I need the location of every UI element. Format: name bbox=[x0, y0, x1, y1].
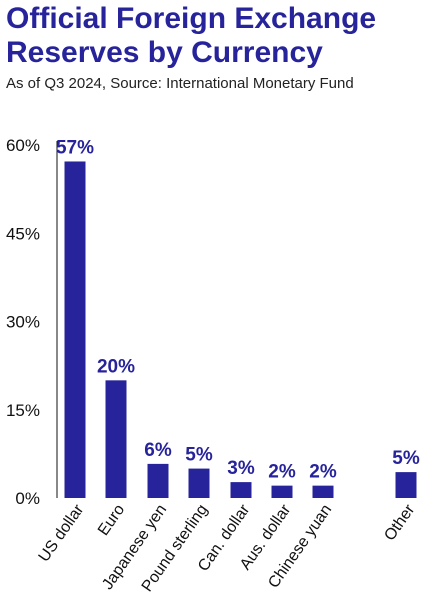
bar-other bbox=[395, 472, 417, 498]
chart-title: Official Foreign Exchange Reserves by Cu… bbox=[6, 2, 377, 69]
y-tick-label: 45% bbox=[6, 224, 40, 243]
y-tick-label: 15% bbox=[6, 401, 40, 420]
y-tick-label: 0% bbox=[15, 489, 40, 508]
category-label: US dollar bbox=[36, 501, 88, 565]
value-label: 2% bbox=[268, 462, 296, 483]
category-label: Euro bbox=[95, 501, 128, 539]
value-label: 5% bbox=[392, 448, 420, 469]
value-label: 20% bbox=[97, 356, 135, 377]
value-label: 5% bbox=[185, 445, 213, 466]
bar-us-dollar bbox=[64, 161, 86, 498]
value-label: 3% bbox=[227, 458, 255, 479]
bar-chinese-yuan bbox=[312, 485, 334, 498]
bar-pound-sterling bbox=[188, 468, 210, 498]
y-tick-label: 30% bbox=[6, 313, 40, 332]
bar-japanese-yen bbox=[147, 463, 169, 498]
value-label: 6% bbox=[144, 440, 172, 461]
y-tick-label: 60% bbox=[6, 136, 40, 155]
bar-euro bbox=[105, 380, 127, 498]
value-label: 57% bbox=[56, 137, 94, 158]
bar-can-dollar bbox=[230, 482, 252, 498]
chart-subtitle: As of Q3 2024, Source: International Mon… bbox=[6, 75, 354, 92]
value-label: 2% bbox=[309, 462, 337, 483]
category-label: Other bbox=[381, 501, 418, 544]
bar-aus-dollar bbox=[271, 485, 293, 498]
